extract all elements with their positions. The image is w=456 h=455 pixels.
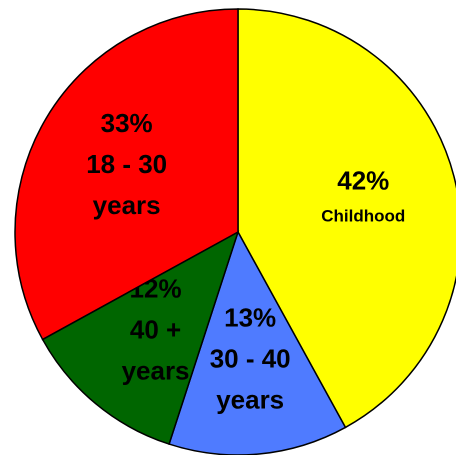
category-label: 40 + bbox=[130, 315, 181, 345]
category-label: Childhood bbox=[321, 206, 405, 225]
pie-slice bbox=[168, 230, 347, 455]
category-label: years bbox=[216, 385, 284, 415]
category-label: 18 - 30 bbox=[86, 149, 167, 179]
category-label: 30 - 40 bbox=[210, 344, 291, 374]
value-label: 42% bbox=[337, 166, 389, 196]
value-label: 33% bbox=[101, 108, 153, 138]
category-label: years bbox=[93, 190, 161, 220]
pie-slice bbox=[14, 8, 239, 341]
category-label: years bbox=[122, 356, 190, 386]
pie-slice bbox=[237, 8, 456, 429]
pie-slice bbox=[41, 230, 240, 446]
value-label: 13% bbox=[224, 303, 276, 333]
